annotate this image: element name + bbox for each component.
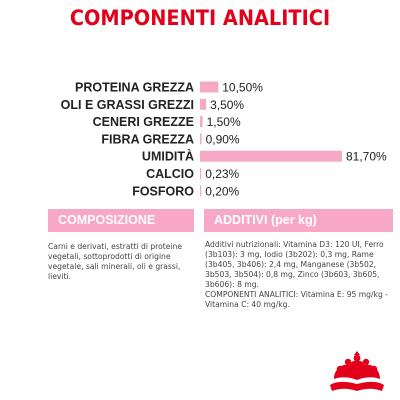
category-label: OLI E GRASSI GREZZI xyxy=(61,98,194,112)
page-title: COMPONENTI ANALITICI xyxy=(69,6,331,30)
value-label: 0,23% xyxy=(205,167,239,181)
category-label: PROTEINA GREZZA xyxy=(75,81,194,95)
bar xyxy=(200,168,202,179)
category-label: FOSFORO xyxy=(132,184,194,198)
value-label: 3,50% xyxy=(210,98,244,112)
composition-header: COMPOSIZIONE xyxy=(48,209,194,232)
value-label: 0,90% xyxy=(206,132,240,146)
additives-header: ADDITIVI (per kg) xyxy=(204,209,393,232)
bar xyxy=(200,98,207,110)
value-label: 10,50% xyxy=(222,81,263,95)
royal-canin-crown-icon xyxy=(330,351,384,391)
bar xyxy=(200,150,342,162)
category-label: CENERI GREZZE xyxy=(93,115,194,129)
bar xyxy=(200,81,219,93)
nutrient-bar-chart: PROTEINA GREZZA 10,50% OLI E GRASSI GREZZI… xyxy=(61,81,387,199)
bar xyxy=(200,116,203,128)
value-label: 81,70% xyxy=(346,150,387,164)
additives-text: Additivi nutrizionali: Vitamina D3: 120 … xyxy=(205,240,388,309)
bar xyxy=(200,185,202,197)
category-label: FIBRA GREZZA xyxy=(101,132,194,146)
composition-text: Carni e derivati, estratti di proteine v… xyxy=(48,242,183,281)
category-label: UMIDITÀ xyxy=(142,149,194,164)
bar xyxy=(200,133,202,145)
value-label: 1,50% xyxy=(207,115,241,129)
value-label: 0,20% xyxy=(205,184,239,198)
category-label: CALCIO xyxy=(146,167,194,181)
